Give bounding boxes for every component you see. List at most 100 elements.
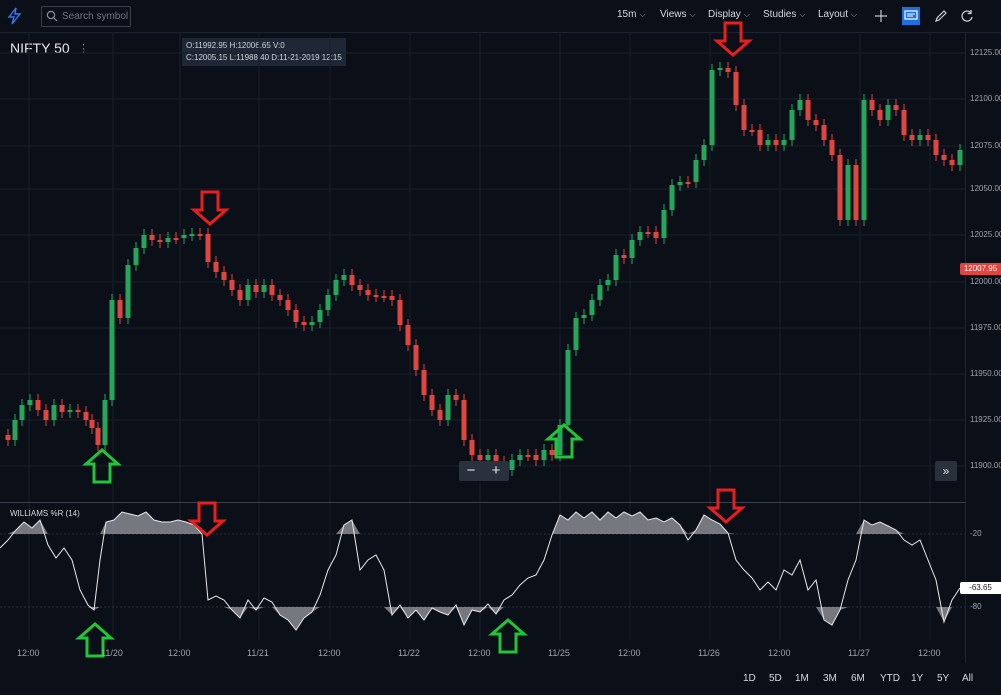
candle bbox=[461, 394, 467, 446]
candle bbox=[469, 434, 475, 461]
candle bbox=[149, 229, 155, 246]
candle bbox=[789, 104, 795, 146]
layout-menu[interactable]: Layout ⌵ bbox=[818, 9, 857, 20]
display-menu[interactable]: Display ⌵ bbox=[708, 9, 750, 20]
candle bbox=[661, 204, 667, 244]
candle bbox=[5, 429, 11, 446]
candle bbox=[941, 149, 947, 166]
time-tick-label: 11/21 bbox=[247, 648, 269, 658]
candle bbox=[669, 179, 675, 216]
zoom-in-button[interactable]: + bbox=[491, 462, 501, 479]
candle bbox=[829, 134, 835, 161]
range-button-ytd[interactable]: YTD bbox=[880, 673, 900, 684]
candle bbox=[893, 99, 899, 116]
time-tick-label: 12:00 bbox=[468, 648, 491, 658]
candle bbox=[445, 389, 451, 426]
candle bbox=[301, 316, 307, 331]
time-tick-label: 12:00 bbox=[168, 648, 191, 658]
candle bbox=[277, 289, 283, 306]
symbol-name[interactable]: NIFTY 50 bbox=[10, 40, 70, 56]
candle bbox=[549, 444, 555, 461]
candle bbox=[341, 269, 347, 286]
chevron-down-icon: ⌵ bbox=[799, 10, 806, 19]
zoom-out-button[interactable]: − bbox=[466, 462, 476, 479]
candle bbox=[237, 284, 243, 306]
candle bbox=[573, 312, 579, 356]
candle bbox=[27, 394, 33, 411]
indicator-value-badge: -63.65 bbox=[960, 582, 1001, 594]
sell-arrow-down-icon bbox=[713, 21, 753, 57]
candle bbox=[557, 419, 563, 461]
range-button-5d[interactable]: 5D bbox=[769, 673, 782, 684]
pane-divider[interactable] bbox=[0, 502, 965, 503]
candle bbox=[19, 399, 25, 426]
range-button-1y[interactable]: 1Y bbox=[911, 673, 924, 684]
candle bbox=[677, 176, 683, 191]
candle bbox=[565, 344, 571, 431]
candle bbox=[629, 234, 635, 264]
interval-dropdown[interactable]: 15m ⌵ bbox=[617, 9, 646, 20]
candle bbox=[597, 279, 603, 306]
candle bbox=[901, 104, 907, 141]
candle bbox=[181, 229, 187, 244]
sell-arrow-down-icon bbox=[187, 501, 227, 537]
symbol-search[interactable] bbox=[41, 6, 131, 27]
range-button-3m[interactable]: 3M bbox=[823, 673, 837, 684]
range-button-all[interactable]: All bbox=[962, 673, 974, 684]
candle bbox=[357, 279, 363, 296]
candle bbox=[189, 228, 195, 241]
candle bbox=[59, 399, 65, 418]
pencil-draw-icon[interactable] bbox=[932, 7, 950, 25]
lightning-logo-icon[interactable] bbox=[7, 7, 23, 25]
candle bbox=[373, 289, 379, 302]
time-tick-label: 12:00 bbox=[768, 648, 791, 658]
range-button-1m[interactable]: 1M bbox=[795, 673, 809, 684]
candle bbox=[861, 94, 867, 226]
candle bbox=[397, 294, 403, 331]
search-input[interactable] bbox=[62, 9, 128, 23]
annotation-arrows bbox=[75, 21, 753, 658]
candle bbox=[389, 290, 395, 306]
overbought-fill bbox=[0, 512, 960, 534]
symbol-options-icon[interactable]: ⋮ bbox=[78, 43, 89, 55]
candle bbox=[869, 94, 875, 116]
indicator-title[interactable]: WILLIAMS %R (14) bbox=[10, 509, 80, 518]
crosshair-icon[interactable] bbox=[872, 7, 890, 25]
candle bbox=[317, 304, 323, 328]
views-menu[interactable]: Views ⌵ bbox=[660, 9, 696, 20]
candle bbox=[229, 274, 235, 296]
interval-label: 15m bbox=[617, 9, 637, 20]
time-tick-label: 12:00 bbox=[918, 648, 941, 658]
range-button-6m[interactable]: 6M bbox=[851, 673, 865, 684]
range-button-1d[interactable]: 1D bbox=[743, 673, 756, 684]
candle bbox=[581, 309, 587, 324]
comment-tool-icon[interactable] bbox=[901, 6, 921, 26]
candle bbox=[165, 232, 171, 248]
candle bbox=[67, 404, 73, 418]
candle bbox=[75, 404, 81, 418]
candle bbox=[95, 422, 101, 451]
studies-menu[interactable]: Studies ⌵ bbox=[763, 9, 805, 20]
candle bbox=[365, 284, 371, 301]
candle bbox=[541, 444, 547, 466]
candle bbox=[605, 274, 611, 291]
candle bbox=[957, 144, 963, 171]
candle bbox=[917, 129, 923, 146]
candle bbox=[157, 234, 163, 248]
ohlc-tooltip: O:11992.95 H:12006.65 V:0 C:12005.15 L:1… bbox=[182, 38, 346, 66]
candle bbox=[269, 279, 275, 301]
chevron-down-icon: ⌵ bbox=[851, 10, 858, 19]
oversold-fill bbox=[0, 607, 960, 630]
candle bbox=[325, 289, 331, 316]
scroll-to-latest-button[interactable]: » bbox=[935, 461, 957, 481]
candle bbox=[741, 99, 747, 136]
reset-refresh-icon[interactable] bbox=[958, 7, 976, 25]
range-button-5y[interactable]: 5Y bbox=[937, 673, 950, 684]
candle bbox=[525, 449, 531, 461]
candle bbox=[293, 304, 299, 328]
candle bbox=[109, 294, 115, 406]
candle bbox=[589, 294, 595, 321]
ohlc-line-1: O:11992.95 H:12006.65 V:0 bbox=[186, 41, 285, 50]
candle bbox=[773, 134, 779, 151]
